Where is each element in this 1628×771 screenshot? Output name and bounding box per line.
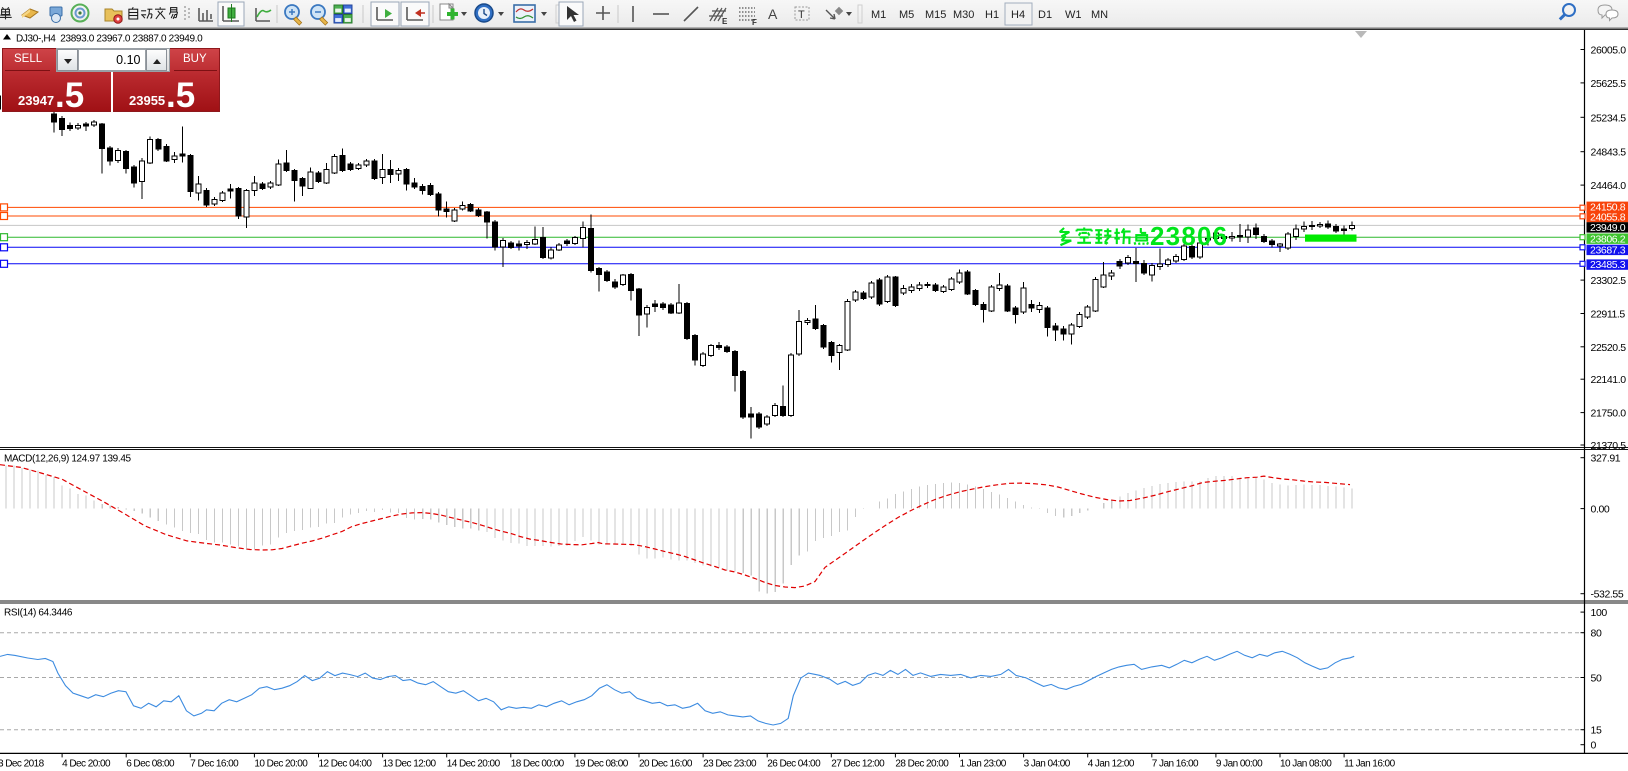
svg-text:M30: M30 bbox=[953, 9, 974, 21]
svg-text:MACD(12,26,9) 124.97 139.45: MACD(12,26,9) 124.97 139.45 bbox=[4, 454, 132, 465]
svg-text:28 Dec 20:00: 28 Dec 20:00 bbox=[895, 759, 949, 770]
svg-text:22141.0: 22141.0 bbox=[1591, 374, 1627, 386]
svg-text:23687.3: 23687.3 bbox=[1590, 245, 1626, 257]
svg-text:3 Dec 2018: 3 Dec 2018 bbox=[0, 759, 45, 770]
svg-text:24843.5: 24843.5 bbox=[1591, 147, 1627, 159]
svg-text:4 Jan 12:00: 4 Jan 12:00 bbox=[1088, 759, 1135, 770]
svg-text:7 Dec 16:00: 7 Dec 16:00 bbox=[190, 759, 239, 770]
svg-text:10 Jan 08:00: 10 Jan 08:00 bbox=[1280, 759, 1332, 770]
svg-text:RSI(14) 64.3446: RSI(14) 64.3446 bbox=[4, 608, 73, 619]
svg-text:0: 0 bbox=[1591, 740, 1597, 752]
svg-text:22911.5: 22911.5 bbox=[1591, 309, 1626, 321]
svg-text:21750.0: 21750.0 bbox=[1591, 408, 1627, 420]
svg-text:23949.0: 23949.0 bbox=[1590, 222, 1626, 234]
svg-text:M1: M1 bbox=[871, 9, 886, 21]
svg-text:24150.8: 24150.8 bbox=[1590, 201, 1626, 213]
svg-text:18 Dec 00:00: 18 Dec 00:00 bbox=[511, 759, 565, 770]
svg-text:23302.5: 23302.5 bbox=[1591, 275, 1627, 287]
svg-text:H1: H1 bbox=[985, 9, 999, 21]
svg-text:327.91: 327.91 bbox=[1591, 453, 1621, 465]
svg-text:-532.55: -532.55 bbox=[1591, 589, 1624, 601]
svg-text:10 Dec 20:00: 10 Dec 20:00 bbox=[254, 759, 308, 770]
svg-text:F: F bbox=[752, 18, 757, 27]
svg-text:27 Dec 12:00: 27 Dec 12:00 bbox=[831, 759, 885, 770]
svg-text:3 Jan 04:00: 3 Jan 04:00 bbox=[1024, 759, 1071, 770]
svg-text:7 Jan 16:00: 7 Jan 16:00 bbox=[1152, 759, 1199, 770]
svg-text:D1: D1 bbox=[1038, 9, 1052, 21]
svg-text:9 Jan 00:00: 9 Jan 00:00 bbox=[1216, 759, 1263, 770]
svg-text:A: A bbox=[768, 6, 778, 22]
svg-text:26005.0: 26005.0 bbox=[1591, 45, 1627, 57]
svg-text:20 Dec 16:00: 20 Dec 16:00 bbox=[639, 759, 693, 770]
svg-text:19 Dec 08:00: 19 Dec 08:00 bbox=[575, 759, 629, 770]
svg-text:M5: M5 bbox=[899, 9, 914, 21]
svg-text:24055.8: 24055.8 bbox=[1590, 212, 1626, 224]
svg-text:22520.5: 22520.5 bbox=[1591, 342, 1627, 354]
svg-text:23806.2: 23806.2 bbox=[1590, 233, 1626, 245]
svg-text:24464.0: 24464.0 bbox=[1591, 180, 1627, 192]
svg-text:MN: MN bbox=[1091, 9, 1108, 21]
svg-text:11 Jan 16:00: 11 Jan 16:00 bbox=[1344, 759, 1395, 770]
svg-text:0.00: 0.00 bbox=[1591, 504, 1610, 516]
svg-text:25234.5: 25234.5 bbox=[1591, 112, 1627, 124]
svg-text:25625.5: 25625.5 bbox=[1591, 78, 1627, 90]
svg-text:E: E bbox=[722, 17, 728, 26]
svg-text:6 Dec 08:00: 6 Dec 08:00 bbox=[126, 759, 175, 770]
svg-text:W1: W1 bbox=[1065, 9, 1082, 21]
svg-text:23485.3: 23485.3 bbox=[1590, 259, 1626, 271]
svg-text:15: 15 bbox=[1591, 725, 1602, 737]
svg-text:M15: M15 bbox=[925, 9, 946, 21]
svg-text:12 Dec 04:00: 12 Dec 04:00 bbox=[319, 759, 373, 770]
svg-text:21370.5: 21370.5 bbox=[1591, 440, 1627, 452]
svg-text:26 Dec 04:00: 26 Dec 04:00 bbox=[767, 759, 821, 770]
svg-text:T: T bbox=[798, 9, 805, 21]
svg-text:50: 50 bbox=[1591, 673, 1602, 685]
svg-text:14 Dec 20:00: 14 Dec 20:00 bbox=[447, 759, 501, 770]
svg-text:100: 100 bbox=[1591, 607, 1608, 619]
svg-text:80: 80 bbox=[1591, 628, 1602, 640]
svg-text:H4: H4 bbox=[1011, 9, 1025, 21]
svg-text:23 Dec 23:00: 23 Dec 23:00 bbox=[703, 759, 757, 770]
svg-text:13 Dec 12:00: 13 Dec 12:00 bbox=[383, 759, 437, 770]
svg-text:4 Dec 20:00: 4 Dec 20:00 bbox=[62, 759, 111, 770]
svg-text:DJ30-,H4 23893.0 23967.0 2388: DJ30-,H4 23893.0 23967.0 23887.0 23949.0 bbox=[16, 34, 203, 45]
svg-text:1 Jan 23:00: 1 Jan 23:00 bbox=[960, 759, 1007, 770]
